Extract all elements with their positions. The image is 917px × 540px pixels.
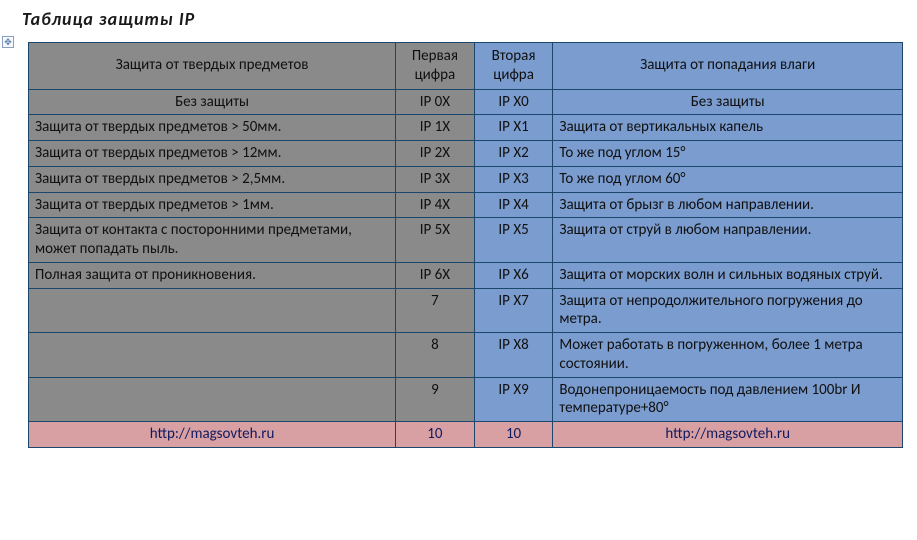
- cell-moist: Защита от морских волн и сильных водяных…: [553, 262, 903, 288]
- cell-first: IP 2X: [396, 141, 475, 167]
- cell-ipx0: IP X0: [474, 89, 553, 115]
- cell-second: IP X9: [474, 377, 553, 422]
- cell-first: IP 4X: [396, 192, 475, 218]
- cell-moist: Защита от брызг в любом направлении.: [553, 192, 903, 218]
- cell-second: IP X5: [474, 218, 553, 263]
- table-row: Полная защита от проникновения. IP 6X IP…: [29, 262, 903, 288]
- cell-first: IP 3X: [396, 166, 475, 192]
- cell-solid: Защита от контакта с посторонними предме…: [29, 218, 396, 263]
- cell-second: IP X2: [474, 141, 553, 167]
- cell-second: IP X4: [474, 192, 553, 218]
- cell-no-protect-solid: Без защиты: [29, 89, 396, 115]
- cell-solid: [29, 288, 396, 333]
- cell-first: 8: [396, 333, 475, 378]
- cell-first: 9: [396, 377, 475, 422]
- cell-solid: Защита от твердых предметов > 2,5мм.: [29, 166, 396, 192]
- cell-first: IP 6X: [396, 262, 475, 288]
- table-row: 8 IP X8 Может работать в погруженном, бо…: [29, 333, 903, 378]
- cell-moist: Защита от непродолжительного погружения …: [553, 288, 903, 333]
- cell-moist: Защита от вертикальных капель: [553, 115, 903, 141]
- table-row: 9 IP X9 Водонепроницаемость под давление…: [29, 377, 903, 422]
- col-header-second-digit: Вторая цифра: [474, 43, 553, 90]
- cell-second: IP X7: [474, 288, 553, 333]
- table-header-row: Защита от твердых предметов Первая цифра…: [29, 43, 903, 90]
- cell-solid: [29, 333, 396, 378]
- cell-solid: Защита от твердых предметов > 50мм.: [29, 115, 396, 141]
- cell-solid: Полная защита от проникновения.: [29, 262, 396, 288]
- table-row: Защита от контакта с посторонними предме…: [29, 218, 903, 263]
- cell-first: 7: [396, 288, 475, 333]
- cell-moist: Может работать в погруженном, более 1 ме…: [553, 333, 903, 378]
- cell-first: IP 5X: [396, 218, 475, 263]
- footer-link-left[interactable]: http://magsovteh.ru: [29, 422, 396, 448]
- cell-first: IP 1X: [396, 115, 475, 141]
- cell-moist: То же под углом 60°: [553, 166, 903, 192]
- page-title: Таблица защиты IP: [22, 8, 909, 30]
- cell-moist: Водонепроницаемость под давлением 100br …: [553, 377, 903, 422]
- footer-link-right[interactable]: http://magsovteh.ru: [553, 422, 903, 448]
- cell-solid: Защита от твердых предметов > 12мм.: [29, 141, 396, 167]
- cell-second: IP X8: [474, 333, 553, 378]
- cell-moist: То же под углом 15°: [553, 141, 903, 167]
- cell-ip0x: IP 0X: [396, 89, 475, 115]
- cell-moist: Защита от струй в любом направлении.: [553, 218, 903, 263]
- col-header-moisture: Защита от попадания влаги: [553, 43, 903, 90]
- col-header-first-digit: Первая цифра: [396, 43, 475, 90]
- table-row: 7 IP X7 Защита от непродолжительного пог…: [29, 288, 903, 333]
- table-row: Защита от твердых предметов > 50мм. IP 1…: [29, 115, 903, 141]
- cell-solid: [29, 377, 396, 422]
- footer-ten-a: 10: [396, 422, 475, 448]
- footer-ten-b: 10: [474, 422, 553, 448]
- table-anchor-icon: ✥: [2, 36, 14, 48]
- cell-no-protect-moist: Без защиты: [553, 89, 903, 115]
- table-row: Защита от твердых предметов > 12мм. IP 2…: [29, 141, 903, 167]
- ip-table-wrapper: Защита от твердых предметов Первая цифра…: [28, 42, 903, 448]
- table-footer-row: http://magsovteh.ru 10 10 http://magsovt…: [29, 422, 903, 448]
- cell-solid: Защита от твердых предметов > 1мм.: [29, 192, 396, 218]
- cell-second: IP X1: [474, 115, 553, 141]
- col-header-solid: Защита от твердых предметов: [29, 43, 396, 90]
- table-row: Защита от твердых предметов > 1мм. IP 4X…: [29, 192, 903, 218]
- table-row: Защита от твердых предметов > 2,5мм. IP …: [29, 166, 903, 192]
- table-subheader-row: Без защиты IP 0X IP X0 Без защиты: [29, 89, 903, 115]
- cell-second: IP X6: [474, 262, 553, 288]
- cell-second: IP X3: [474, 166, 553, 192]
- ip-protection-table: Защита от твердых предметов Первая цифра…: [28, 42, 903, 448]
